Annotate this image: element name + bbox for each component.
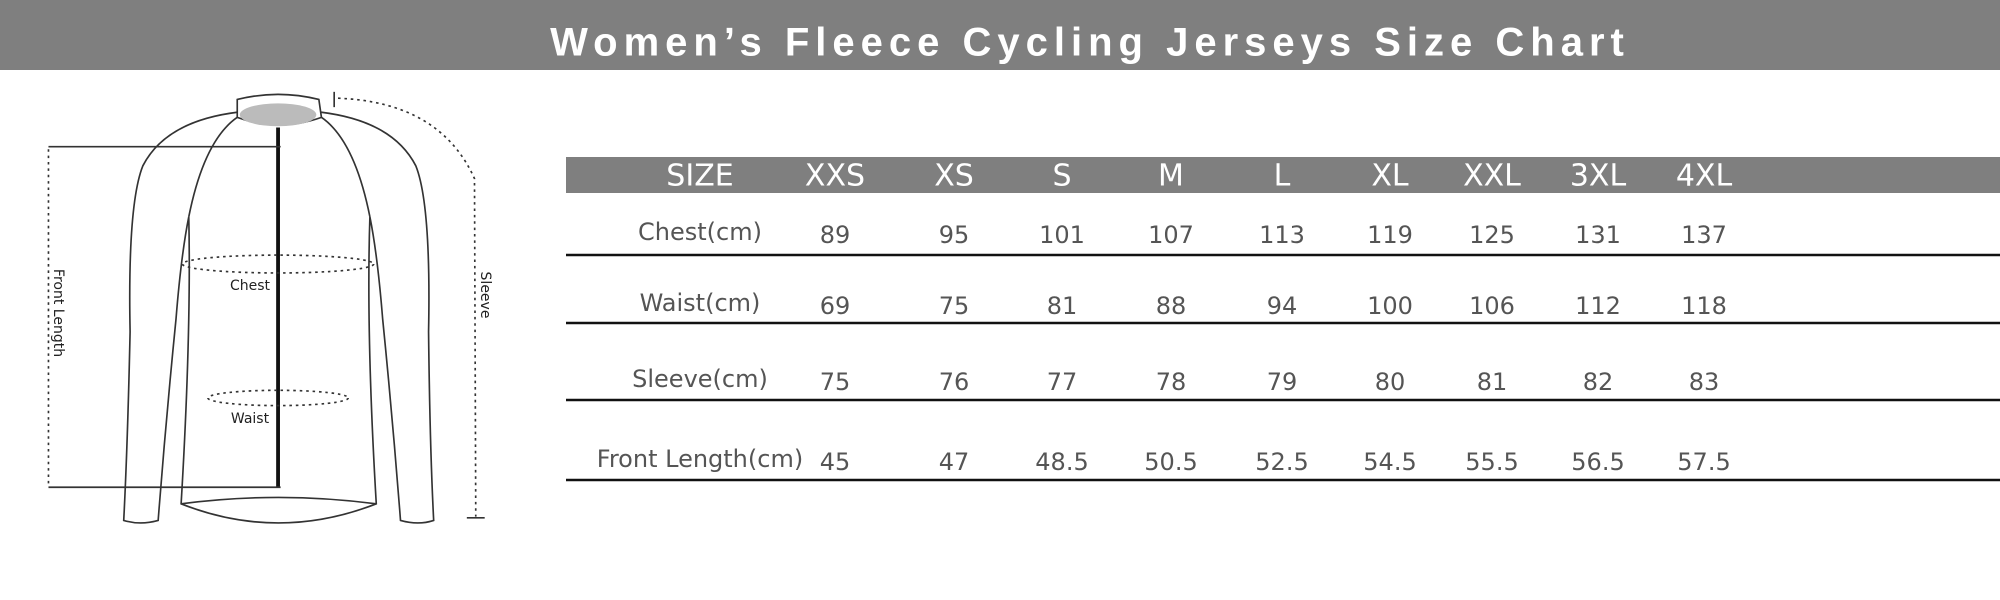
- cell-value: 107: [1148, 221, 1194, 249]
- cell-value: 101: [1039, 221, 1085, 249]
- column-header: L: [1274, 159, 1291, 194]
- collar-inside: [239, 103, 317, 127]
- cell-value: 95: [939, 221, 970, 249]
- cell-value: 125: [1469, 221, 1515, 249]
- title: Women’s Fleece Cycling Jerseys Size Char…: [550, 21, 1630, 65]
- chest-line: [181, 254, 375, 274]
- row-label: Waist(cm): [640, 289, 761, 317]
- cell-value: 131: [1575, 221, 1621, 249]
- cell-value: 94: [1267, 292, 1298, 320]
- cell-value: 89: [820, 221, 851, 249]
- cell-value: 80: [1375, 368, 1406, 396]
- column-header: XL: [1371, 159, 1409, 194]
- cell-value: 113: [1259, 221, 1305, 249]
- jersey-seams: [181, 116, 377, 505]
- cell-value: 75: [939, 292, 970, 320]
- cell-value: 54.5: [1363, 448, 1416, 476]
- sleeve-line: [337, 97, 477, 517]
- front-length-label: Front Length: [50, 269, 66, 357]
- cell-value: 57.5: [1677, 448, 1730, 476]
- cell-value: 76: [939, 368, 970, 396]
- column-header: SIZE: [666, 159, 733, 194]
- cell-value: 69: [820, 292, 851, 320]
- cell-value: 79: [1267, 368, 1298, 396]
- cell-value: 78: [1156, 368, 1187, 396]
- cell-value: 106: [1469, 292, 1515, 320]
- column-header: XS: [934, 159, 974, 194]
- sleeve-label: Sleeve: [477, 272, 493, 319]
- column-header: XXL: [1463, 159, 1521, 194]
- cell-value: 45: [820, 448, 851, 476]
- cell-value: 56.5: [1571, 448, 1624, 476]
- title-bar: [0, 0, 2000, 70]
- cell-value: 50.5: [1144, 448, 1197, 476]
- waist-line: [207, 389, 350, 407]
- cell-value: 83: [1689, 368, 1720, 396]
- cell-value: 55.5: [1465, 448, 1518, 476]
- row-label: Front Length(cm): [597, 445, 803, 473]
- cell-value: 100: [1367, 292, 1413, 320]
- table-header-bar: [566, 157, 2000, 193]
- cell-value: 137: [1681, 221, 1727, 249]
- column-header: XXS: [805, 159, 865, 194]
- chest-label: Chest: [230, 278, 271, 294]
- cell-value: 52.5: [1255, 448, 1308, 476]
- column-header: 4XL: [1676, 159, 1733, 194]
- cell-value: 82: [1583, 368, 1614, 396]
- cell-value: 77: [1047, 368, 1078, 396]
- cell-value: 88: [1156, 292, 1187, 320]
- cell-value: 47: [939, 448, 970, 476]
- cell-value: 75: [820, 368, 851, 396]
- row-label: Chest(cm): [638, 218, 762, 246]
- waist-label: Waist: [231, 411, 270, 427]
- column-header: M: [1158, 159, 1184, 194]
- cell-value: 118: [1681, 292, 1727, 320]
- cell-value: 81: [1477, 368, 1508, 396]
- jersey-outline: [122, 111, 435, 524]
- cell-value: 119: [1367, 221, 1413, 249]
- column-header: S: [1052, 159, 1071, 194]
- cell-value: 81: [1047, 292, 1078, 320]
- jersey-diagram: [47, 91, 485, 524]
- row-label: Sleeve(cm): [632, 365, 768, 393]
- cell-value: 48.5: [1035, 448, 1088, 476]
- cell-value: 112: [1575, 292, 1621, 320]
- column-header: 3XL: [1570, 159, 1627, 194]
